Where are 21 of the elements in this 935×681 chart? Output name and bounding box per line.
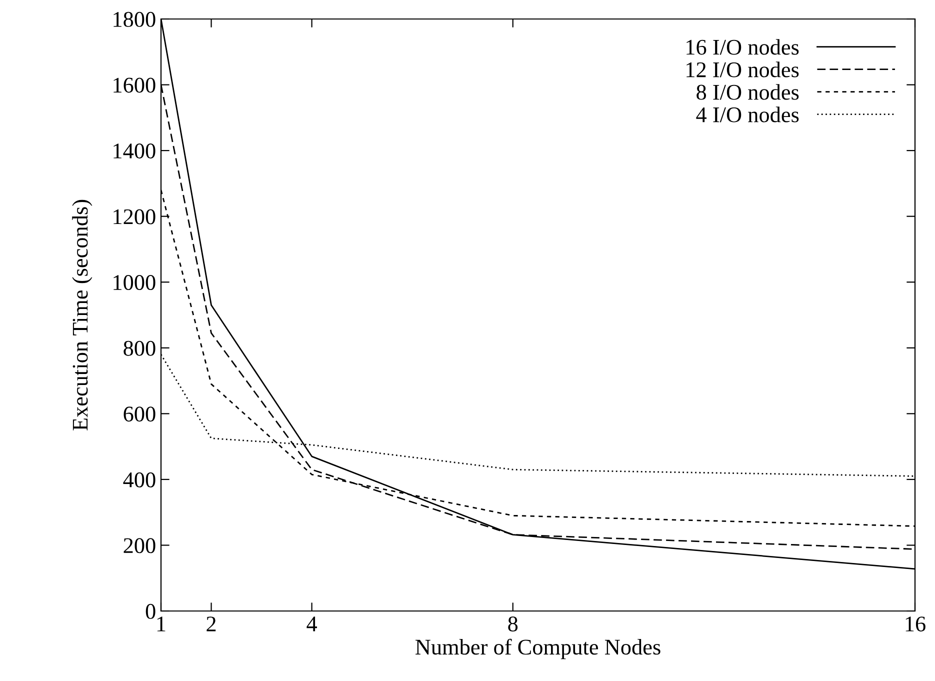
legend-label: 8 I/O nodes bbox=[696, 84, 799, 100]
y-tick-label: 1600 bbox=[114, 78, 156, 93]
x-tick-label: 16 bbox=[906, 616, 926, 632]
y-tick-label: 800 bbox=[124, 340, 156, 356]
x-tick-label: 8 bbox=[508, 616, 518, 632]
legend-label: 12 I/O nodes bbox=[686, 62, 799, 78]
y-tick-label: 1200 bbox=[114, 209, 156, 224]
x-axis-title: Number of Compute Nodes bbox=[416, 638, 660, 660]
x-tick-label: 4 bbox=[306, 616, 318, 632]
y-tick-label: 200 bbox=[124, 538, 156, 554]
y-tick-label: 1400 bbox=[114, 143, 156, 158]
x-tick-label: 2 bbox=[206, 616, 216, 632]
y-tick-label: 400 bbox=[123, 472, 156, 488]
y-tick-label: 0 bbox=[146, 604, 156, 619]
legend-label: 4 I/O nodes bbox=[696, 106, 799, 122]
y-tick-label: 1000 bbox=[114, 275, 156, 290]
x-tick-label: 1 bbox=[157, 616, 166, 632]
y-tick-label: 1800 bbox=[114, 12, 156, 27]
legend-label: 16 I/O nodes bbox=[686, 39, 799, 55]
y-axis-title: Execution Time (seconds) bbox=[72, 200, 92, 430]
y-tick-label: 600 bbox=[124, 406, 156, 422]
